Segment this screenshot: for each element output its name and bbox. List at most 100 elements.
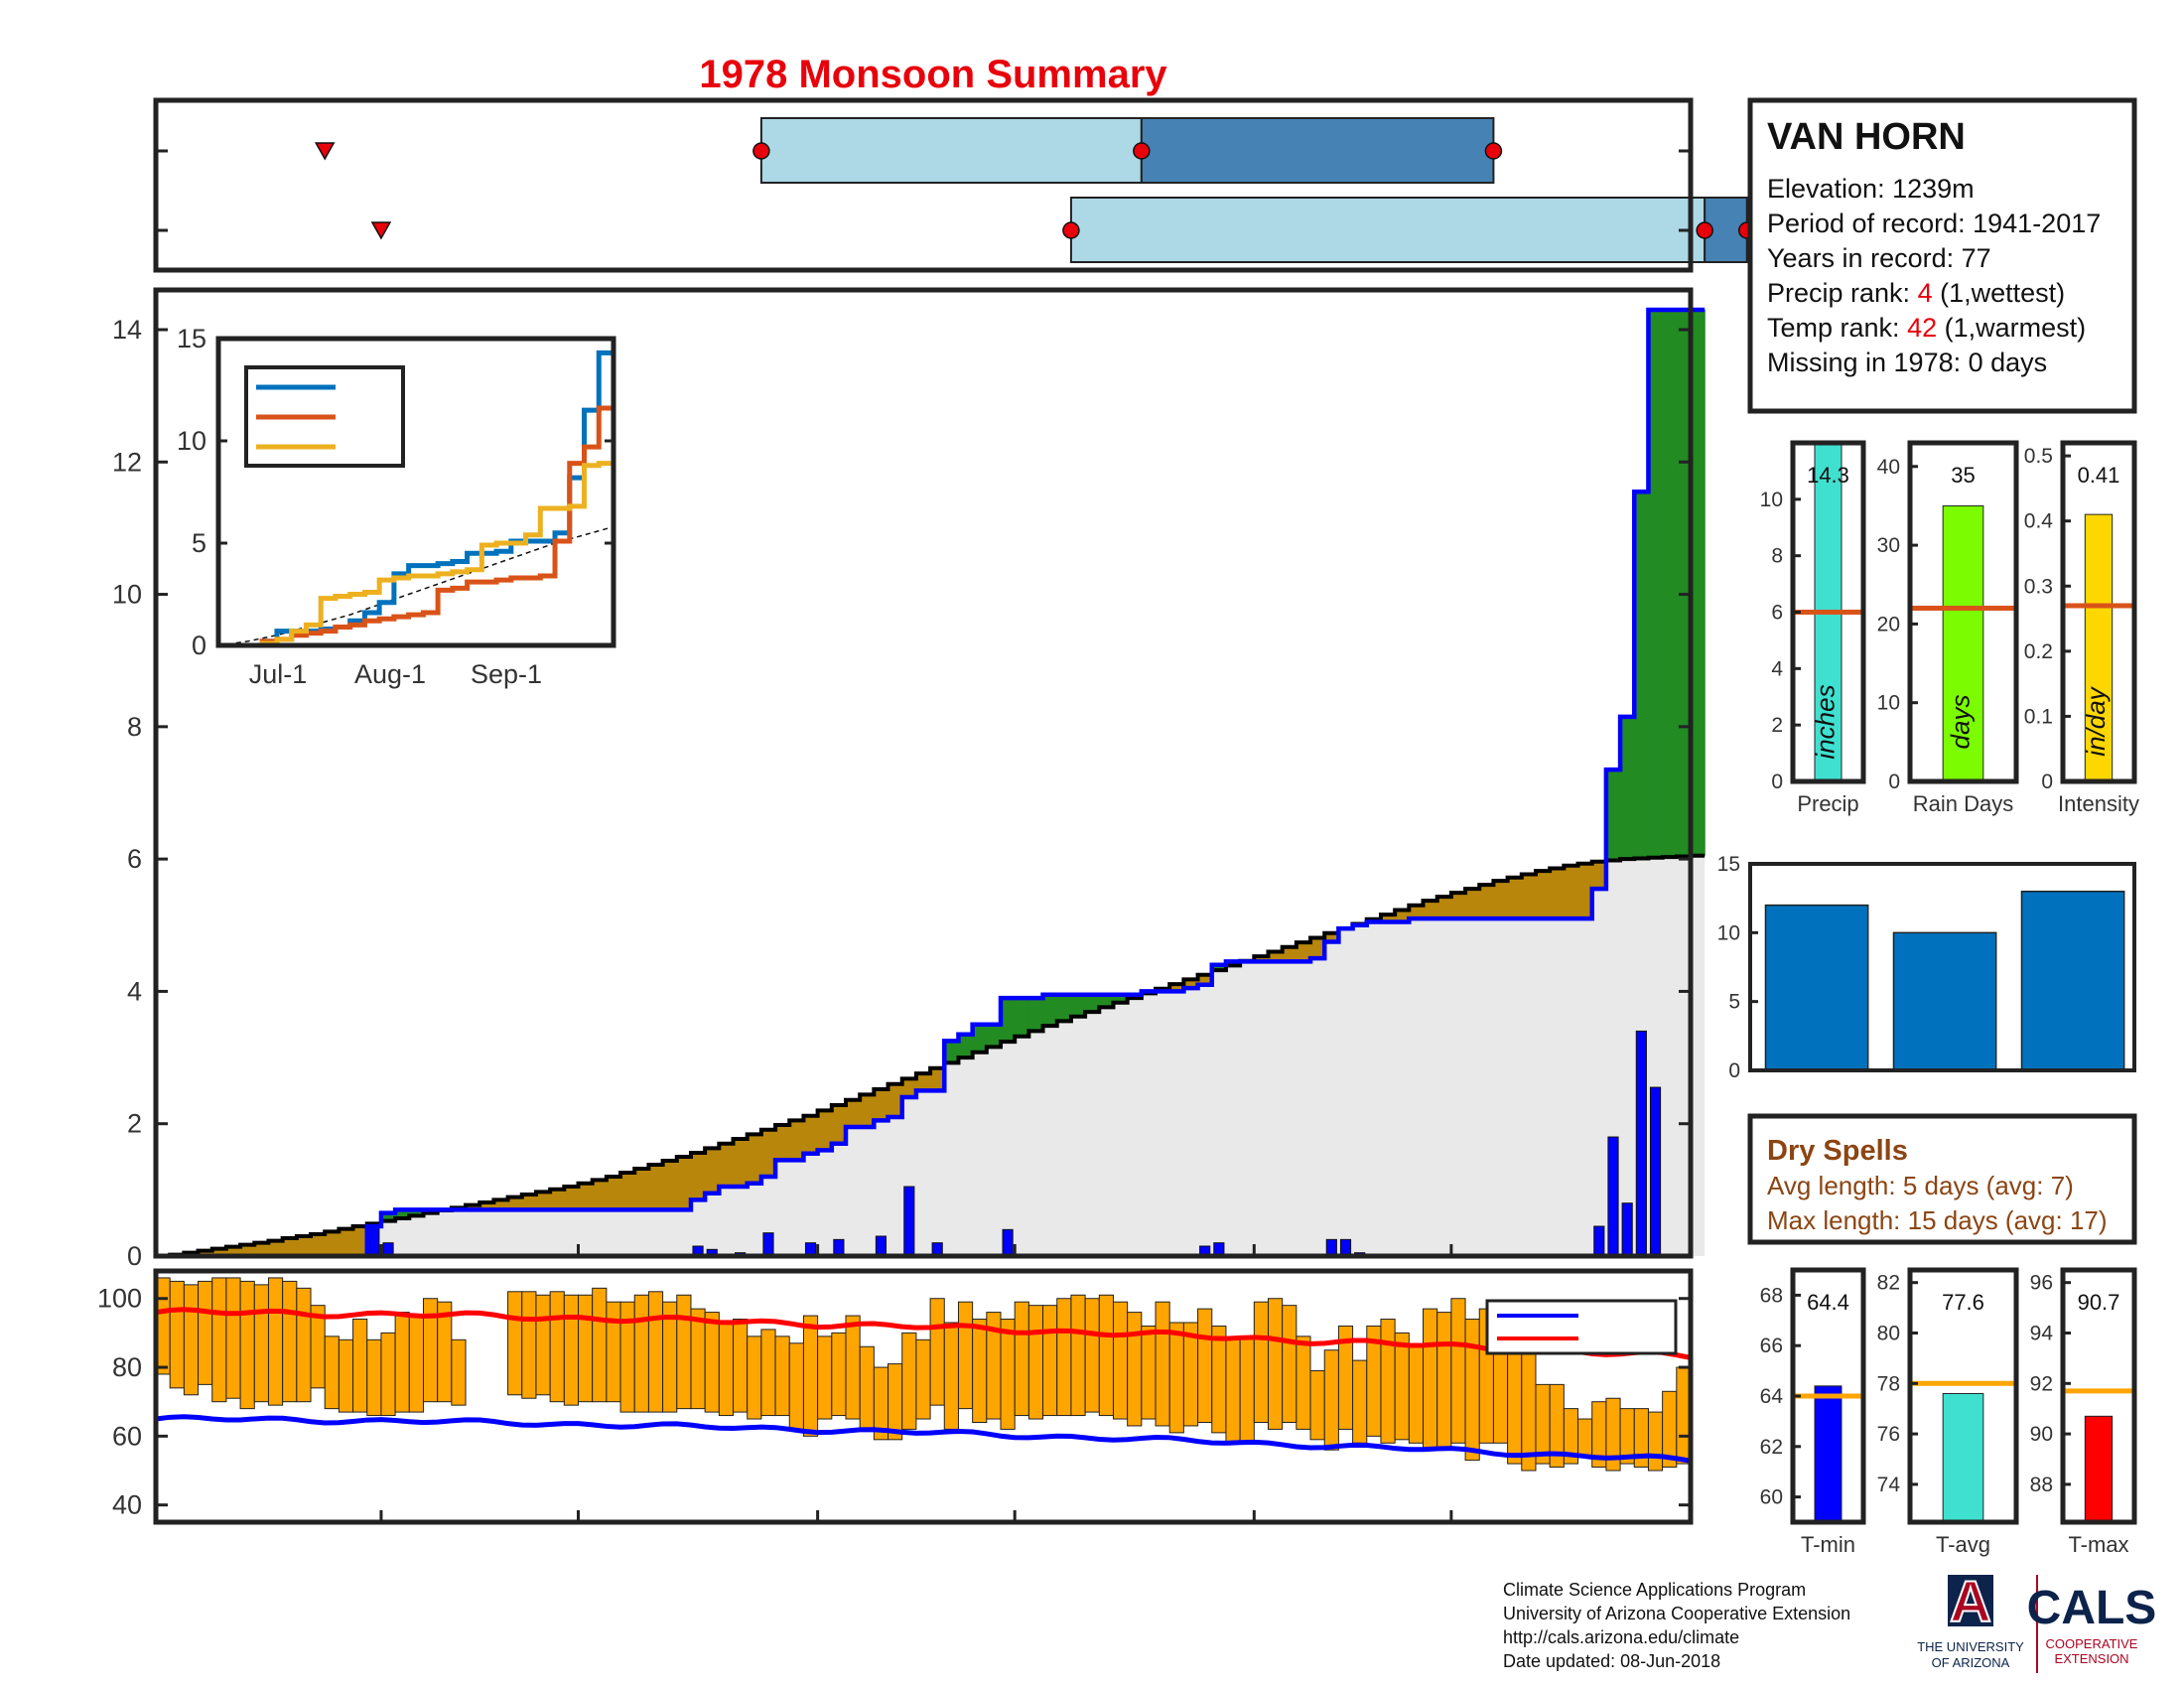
temp-summary-0-category-label: T-min [1801, 1532, 1855, 1557]
year-25-50-bar [1069, 197, 1706, 263]
temp-range-bar [1450, 1298, 1466, 1444]
temp-range-bar [366, 1338, 382, 1417]
below-average-fill [775, 1125, 790, 1161]
below-average-fill [225, 1246, 241, 1256]
below-average-fill [915, 1073, 931, 1091]
missing-days: Missing in 1978: 0 days [1767, 348, 2047, 377]
precip-summary-0-tick-label: 10 [1760, 489, 1783, 511]
daily-precip-bar [875, 1235, 887, 1257]
temp-range-bar [507, 1291, 523, 1396]
below-average-fill [690, 1153, 706, 1200]
events-tick-label: 0 [1728, 1059, 1740, 1082]
below-average-fill [803, 1115, 819, 1154]
daily-precip-bar [903, 1186, 915, 1257]
temp-rank: Temp rank: 42 (1,warmest) [1767, 313, 2086, 343]
below-average-fill [1310, 937, 1325, 959]
y-tick-label: 12 [112, 447, 142, 477]
temp-range-bar [1027, 1305, 1044, 1420]
precip-summary-2-tick-label: 0.2 [2024, 640, 2053, 663]
temp-range-bar [633, 1294, 649, 1413]
temp-range-bar [1098, 1294, 1114, 1417]
temps-y-tick-label: 40 [112, 1490, 142, 1520]
daily-precip-bar [1002, 1228, 1014, 1257]
temp-summary-2-bar [2084, 1415, 2114, 1523]
temp-range-bar [1282, 1305, 1297, 1423]
temp-range-bar [1225, 1338, 1241, 1444]
temp-range-bar [1000, 1319, 1016, 1430]
temp-summary-2-category-label: T-max [2068, 1532, 2128, 1557]
events-tick-label: 10 [1717, 921, 1740, 944]
temp-range-bar [747, 1336, 762, 1420]
avg-25-50-bar [759, 117, 1143, 184]
temp-range-bar [690, 1308, 706, 1410]
daily-precip-bar [762, 1232, 774, 1257]
precip-summary-0-tick-label: 2 [1771, 714, 1783, 737]
below-average-fill [311, 1234, 326, 1256]
temp-range-bar [1647, 1411, 1664, 1472]
daily-precip-bar [368, 1225, 380, 1257]
temp-range-bar [1141, 1325, 1157, 1420]
below-average-fill [254, 1242, 270, 1256]
temp-range-bar [169, 1280, 185, 1389]
above-average-fill [1676, 309, 1692, 857]
cumulative-precip-chart: 0 2 4 6 8 10 12 14 [112, 287, 1706, 1271]
below-average-fill [1395, 910, 1410, 922]
temps-legend-box [1485, 1299, 1678, 1355]
below-average-fill [606, 1177, 621, 1210]
timing-panel [153, 97, 1828, 273]
temp-summary-1-bar [1942, 1392, 1984, 1523]
precip-summary-1-tick-label: 30 [1877, 534, 1900, 557]
above-average-fill [1605, 770, 1621, 861]
below-average-fill [564, 1187, 580, 1210]
above-average-fill [1070, 994, 1086, 1017]
precip-summary-bars: 0 2 4 6 8 10 14.3 inches Precip 0 10 20 30 40 35 days Ra… [1760, 440, 2139, 816]
cals-logo-word: CALS [2027, 1582, 2157, 1634]
below-average-fill [1450, 893, 1466, 919]
ua-logo-line-2: OF ARIZONA [1932, 1655, 2010, 1670]
temp-range-bar [521, 1291, 537, 1399]
temp-range-bar [183, 1284, 200, 1396]
temp-range-bar [1168, 1322, 1184, 1434]
temps-y-tick-label: 100 [97, 1284, 142, 1314]
precip-summary-1-tick-label: 20 [1877, 613, 1900, 635]
events-tick-label: 15 [1717, 853, 1740, 876]
station-info-panel: VAN HORN Elevation: 1239m Period of reco… [1747, 97, 2137, 414]
precip-summary-2-tick-label: 0.5 [2024, 445, 2053, 468]
below-average-fill [339, 1228, 354, 1256]
above-average-fill [944, 1041, 960, 1063]
above-average-fill [1028, 998, 1044, 1032]
temp-range-bar [239, 1280, 255, 1410]
below-average-fill [1197, 974, 1213, 985]
below-average-fill [1507, 877, 1523, 919]
average-cumulative-line [156, 853, 1706, 1258]
below-average-fill [1324, 932, 1340, 942]
temp-range-bar [1577, 1418, 1593, 1458]
precip-summary-0-unit-label: inches [1811, 684, 1841, 759]
below-average-fill [466, 1204, 480, 1210]
event-bar [2020, 890, 2125, 1071]
temps-frame [153, 1268, 1694, 1525]
below-average-fill [1380, 914, 1396, 922]
temp-range-bar [211, 1277, 227, 1403]
chart-title: 1978 Monsoon Summary [699, 53, 1167, 96]
temp-summary-1-tick-label: 78 [1877, 1372, 1900, 1395]
below-average-fill [817, 1110, 833, 1151]
inset-series-line [218, 461, 614, 648]
station-name: VAN HORN [1767, 116, 1966, 158]
above-average-fill [409, 1209, 425, 1216]
precip-events-chart: 0 5 10 15 [1717, 853, 2136, 1082]
temp-range-bar [1423, 1308, 1438, 1451]
below-average-fill [198, 1250, 213, 1256]
avg-25-marker [752, 142, 770, 160]
above-average-fill [1056, 994, 1072, 1022]
temp-range-bar [1296, 1336, 1311, 1430]
temp-range-bar [1155, 1301, 1170, 1427]
temp-summary-0-tick-label: 62 [1760, 1436, 1783, 1459]
temp-range-bar [929, 1298, 945, 1406]
temp-range-bar [352, 1319, 368, 1413]
temp-range-bar [1408, 1345, 1425, 1444]
below-average-fill [1535, 871, 1551, 919]
y-tick-label: 10 [112, 580, 142, 610]
inset-x-tick-label: Aug-1 [354, 659, 426, 689]
precip-summary-2-tick-label: 0.3 [2024, 575, 2053, 598]
